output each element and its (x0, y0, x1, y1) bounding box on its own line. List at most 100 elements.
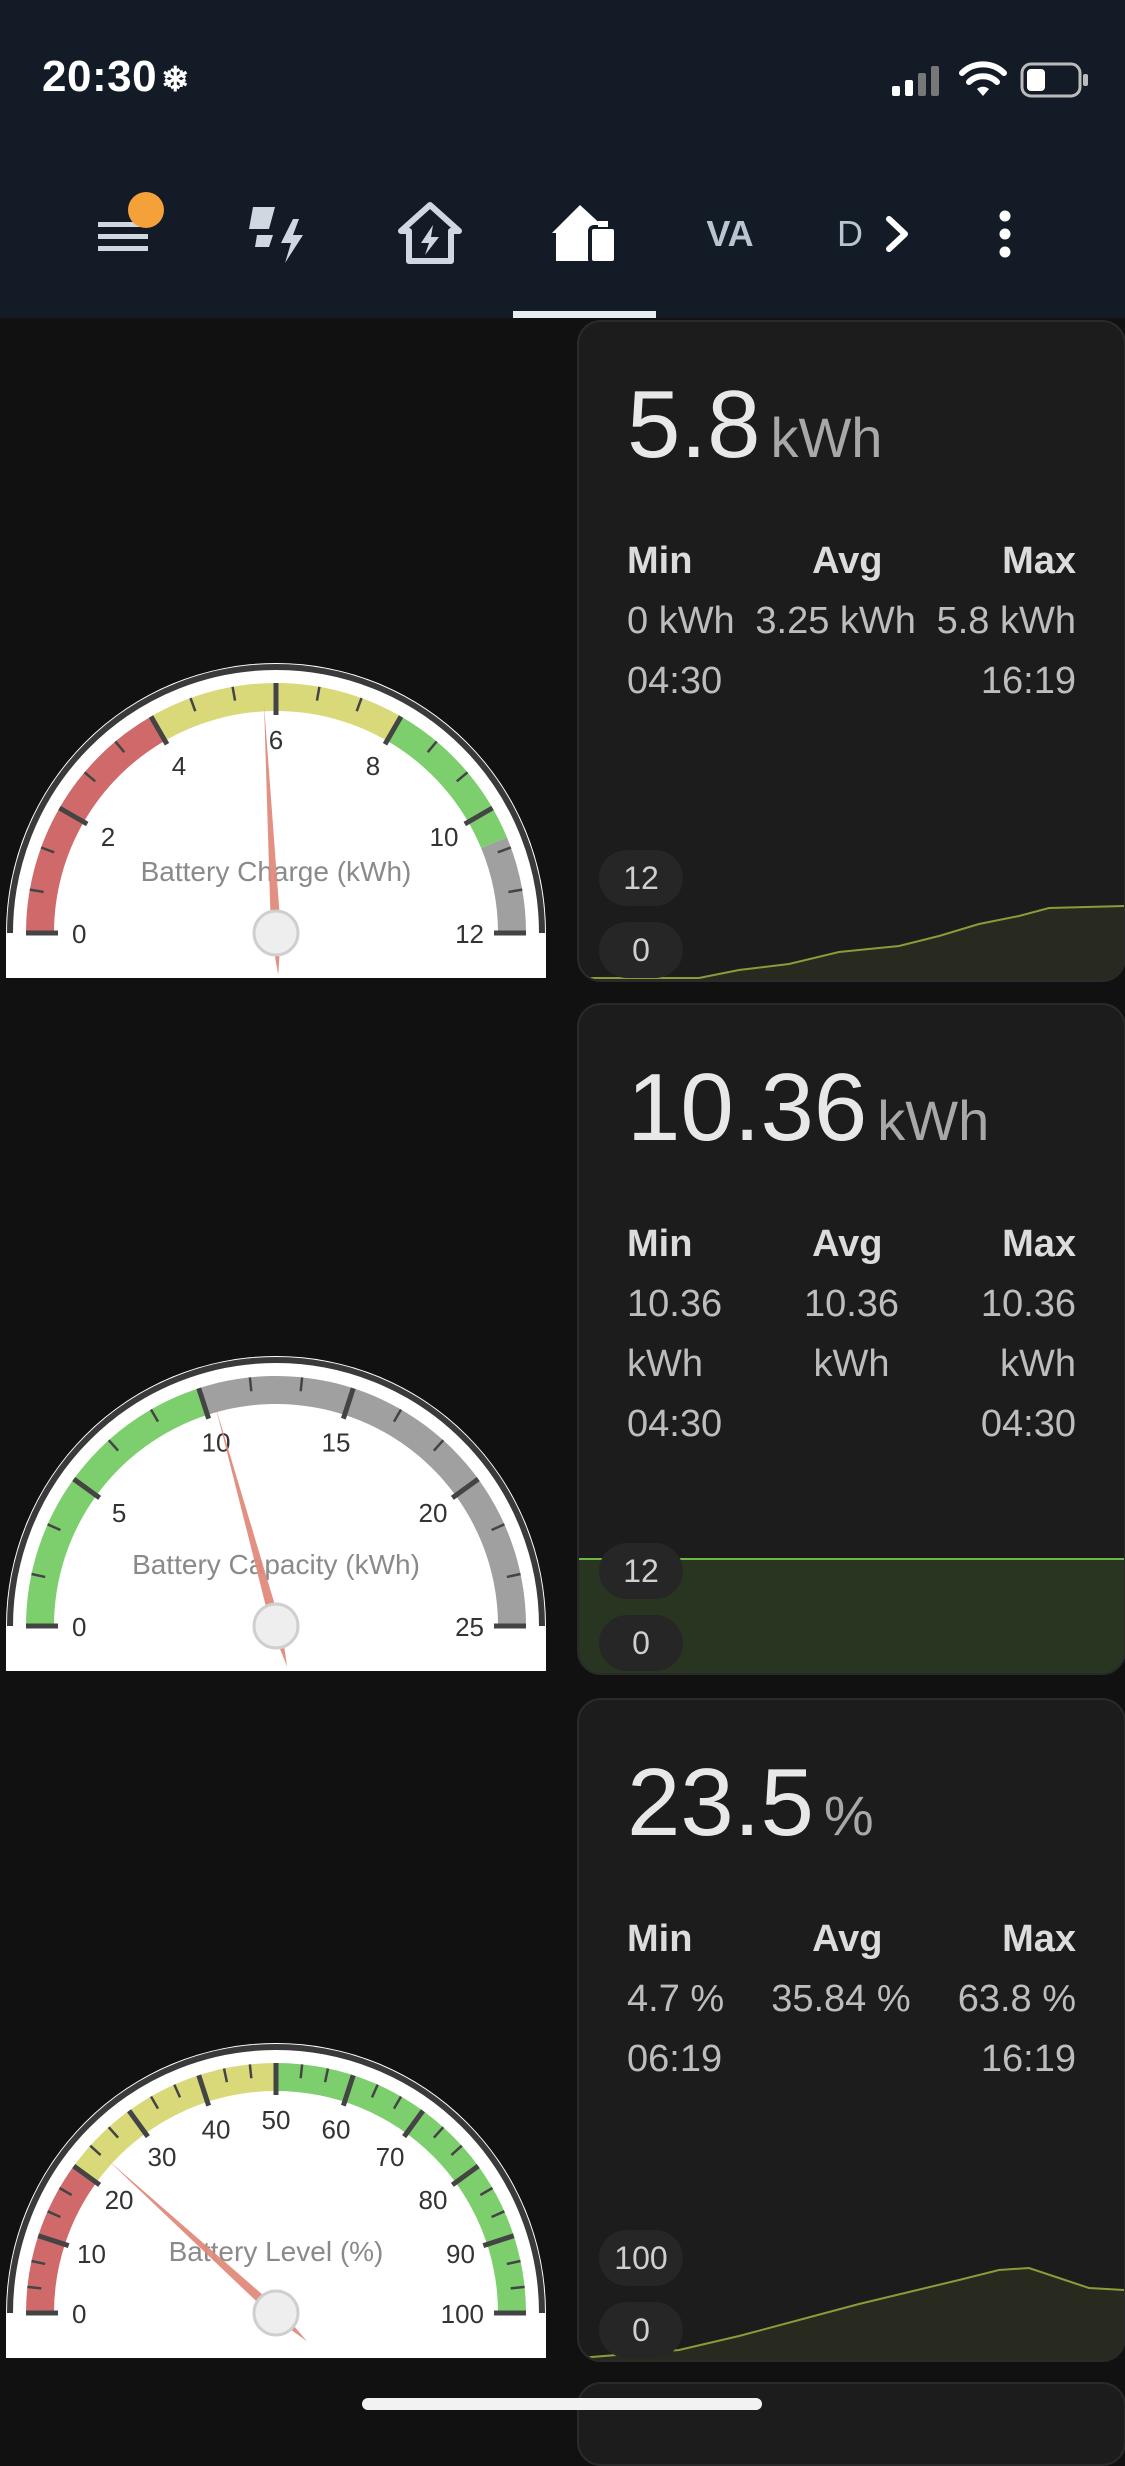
scroll-tabs-right[interactable] (872, 150, 922, 318)
graph-axis-max: 100 (599, 2230, 683, 2286)
stats-cell: 04:30 (627, 1403, 723, 1445)
gauge-rim (7, 664, 545, 934)
sensor-value-unit: kWh (877, 1089, 990, 1152)
gauge-card[interactable]: 0 2 4 6 8 10 12 Battery Charge (kWh) (0, 320, 550, 978)
stats-cell: 16:19 (980, 2038, 1076, 2080)
gauge-tick-label: 15 (321, 1427, 350, 1457)
gauge-tick-label: 20 (418, 1498, 447, 1528)
stats-cell: kWh (813, 1343, 890, 1385)
graph-axis-max: 12 (599, 850, 683, 906)
stats-header-min: Min (627, 1918, 693, 1960)
gauge-minor-tick (370, 2084, 379, 2098)
tab-va-label: VA (706, 213, 754, 254)
gauge-tick-label: 6 (269, 725, 283, 755)
gauge-band (26, 2166, 97, 2313)
gauge-tick-label: 70 (376, 2142, 405, 2172)
stats-header-avg: Avg (812, 1223, 883, 1265)
statistic-card[interactable]: 5.8 kWh Min Avg Max 0 kWh 3.25 kWh 5.8 kWh 04:30… (577, 320, 1125, 982)
stats-cell: 06:19 (627, 2038, 723, 2080)
gauge-minor-tick (450, 2144, 463, 2157)
gauge-tick-label: 10 (77, 2239, 106, 2269)
status-bar: 20:30 ❄ (0, 0, 1125, 150)
gauge-tick-label: 4 (172, 751, 186, 781)
gauge-minor-tick (107, 2126, 120, 2139)
clock: 20:30 ❄ (42, 52, 190, 102)
wifi-icon (959, 61, 1007, 96)
gauge-rim (7, 1357, 545, 1627)
history-graph-area (579, 1559, 1124, 1673)
statistic-card[interactable]: 10.36 kWh Min Avg Max 10.36 10.36 10.36 kWh kWh kW… (577, 1003, 1125, 1675)
gauge-tick-label: 60 (321, 2114, 350, 2144)
gauge-minor-tick (173, 2084, 182, 2098)
home-indicator[interactable] (362, 2398, 762, 2410)
gauge-tick-label: 100 (441, 2299, 484, 2329)
stats-row: 4.7 % 35.84 % 63.8 % (627, 1978, 1076, 2021)
sensor-value: 5.8 kWh (627, 370, 882, 480)
gauge-svg: 0 10 20 30 40 50 60 70 80 90 100 Battery Level (%) (6, 2043, 546, 2358)
stats-cell: 04:30 (980, 1403, 1076, 1445)
tab-home-energy[interactable] (375, 150, 485, 318)
stats-header-row: Min Avg Max (627, 1918, 1076, 1961)
stats-cell: 5.8 kWh (936, 600, 1076, 642)
gauge-minor-tick (29, 888, 44, 894)
gauge-tick-label: 80 (418, 2185, 447, 2215)
graph-axis-max: 12 (599, 1543, 683, 1599)
more-options-button[interactable] (975, 150, 1035, 318)
tab-menu[interactable] (70, 150, 180, 318)
gauge-minor-tick (479, 2186, 494, 2197)
tab-energy[interactable] (225, 150, 335, 318)
gauge-rim (7, 2044, 545, 2314)
gauge-minor-tick (222, 2068, 229, 2083)
stats-cell: kWh (1000, 1343, 1076, 1385)
gauge-tick-label: 30 (148, 2142, 177, 2172)
sensor-value: 23.5% (627, 1748, 874, 1858)
gauge-needle-hub (252, 909, 300, 957)
gauge-minor-tick (189, 697, 197, 712)
signal-icon (892, 66, 939, 96)
gauge-band (151, 683, 401, 741)
gauge-minor-tick (83, 771, 97, 783)
battery-icon (1020, 62, 1088, 98)
graph-axis-min: 0 (599, 922, 683, 978)
stats-cell: 35.84 % (771, 1978, 911, 2020)
gauge-minor-tick (392, 1408, 403, 1423)
statistic-card[interactable] (577, 2382, 1125, 2466)
gauge-major-tick (72, 1477, 102, 1500)
history-graph-line (579, 2266, 1124, 2359)
stats-header-avg: Avg (812, 1918, 883, 1960)
gauge-minor-tick (231, 686, 237, 701)
stats-cell: 10.36 (803, 1283, 900, 1325)
history-graph-area (579, 906, 1124, 980)
gauge-minor-tick (323, 2068, 330, 2083)
graph-axis-min: 0 (599, 1615, 683, 1671)
gauge-band (26, 1388, 208, 1626)
gauge-major-tick (450, 1477, 480, 1500)
gauge-minor-tick (58, 2186, 73, 2197)
sensor-value-number: 5.8 (627, 371, 761, 478)
tab-d[interactable]: D (830, 150, 870, 318)
sensor-value-unit: kWh (770, 406, 883, 469)
gauge-card[interactable]: 0 10 20 30 40 50 60 70 80 90 100 Battery Level (%) (0, 1698, 550, 2358)
gauge-tick-label: 0 (72, 1612, 86, 1642)
gauge-major-tick (402, 2109, 425, 2139)
gauge-minor-tick (455, 771, 469, 783)
gauge-tick-label: 10 (430, 822, 459, 852)
tab-home-battery[interactable] (530, 150, 640, 318)
stats-cell: 4.7 % (627, 1978, 725, 2020)
gauge-tick-label: 5 (112, 1498, 126, 1528)
stats-cell: kWh (627, 1343, 703, 1385)
stats-cell: 0 kWh (627, 600, 735, 642)
stats-header-min: Min (627, 1223, 693, 1265)
gauge-minor-tick (426, 740, 438, 754)
gauge-card[interactable]: 0 5 10 15 20 25 Battery Capacity (kWh) (0, 1003, 550, 1671)
notification-badge (128, 192, 164, 228)
gauge-minor-tick (27, 2285, 42, 2290)
history-graph (579, 905, 1124, 980)
statistic-card[interactable]: 23.5% Min Avg Max 4.7 % 35.84 % 63.8 % 06:19 16:… (577, 1698, 1125, 2362)
gauge-minor-tick (506, 2259, 521, 2266)
tab-va[interactable]: VA (690, 150, 770, 318)
gauge-major-tick (450, 2164, 480, 2187)
stats-row: 10.36 10.36 10.36 (627, 1283, 1076, 1326)
gauge-minor-tick (491, 1523, 505, 1532)
